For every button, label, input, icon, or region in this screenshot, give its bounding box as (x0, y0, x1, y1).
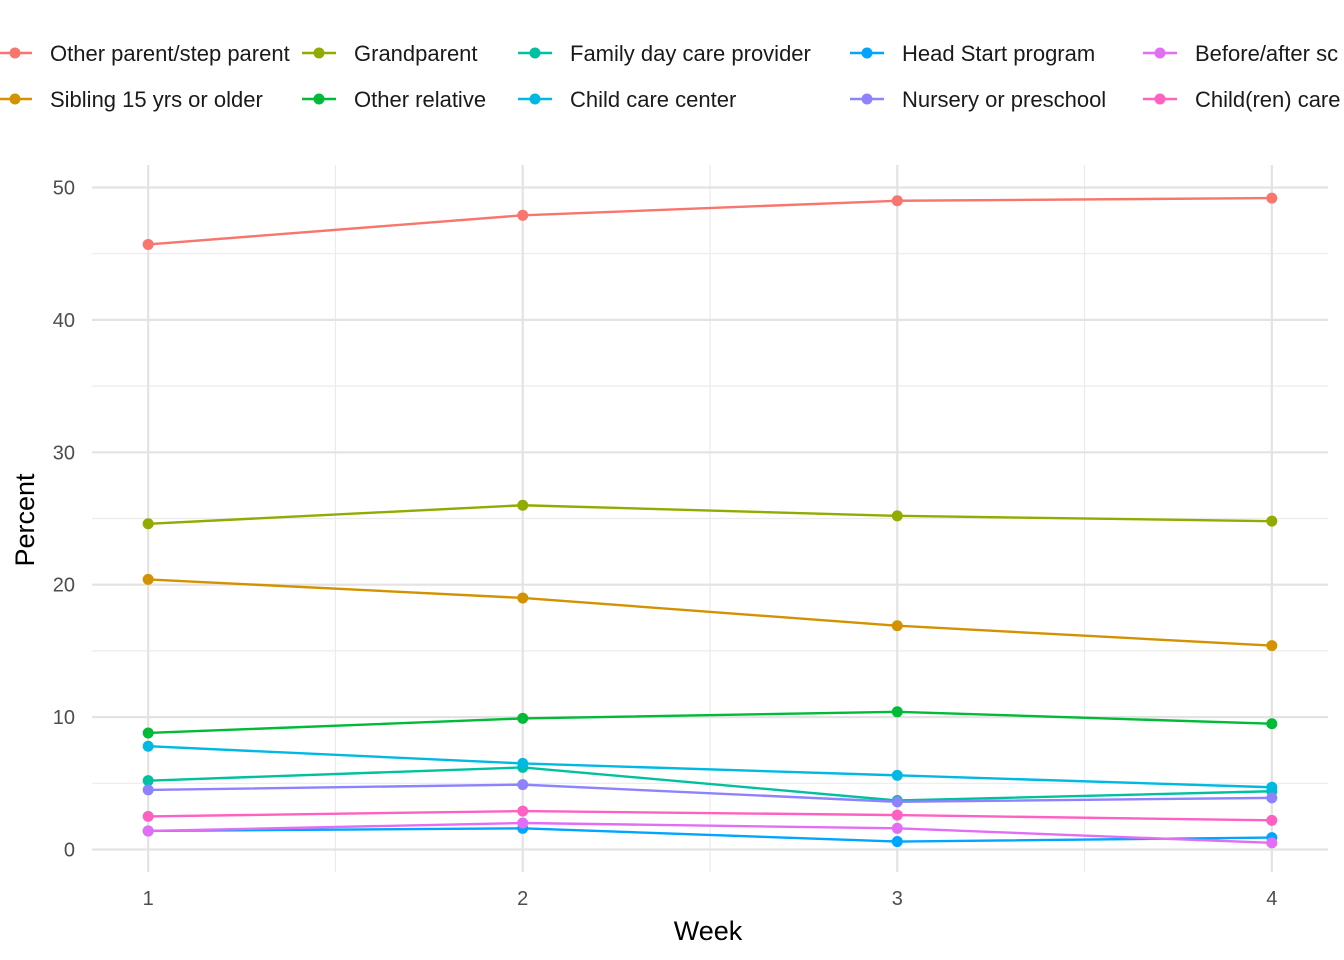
x-tick-label: 3 (892, 888, 903, 910)
data-point (142, 573, 154, 585)
x-tick-label: 2 (517, 888, 528, 910)
data-point (1266, 837, 1278, 849)
legend-key-point (9, 47, 21, 59)
data-point (517, 779, 529, 791)
data-point (891, 510, 903, 522)
data-point (1266, 781, 1278, 793)
data-point (517, 209, 529, 221)
data-point (891, 822, 903, 834)
series (142, 706, 1278, 739)
y-axis-title: Percent (10, 473, 40, 567)
series (142, 779, 1278, 808)
data-point (891, 809, 903, 821)
data-point (1266, 515, 1278, 527)
data-point (142, 775, 154, 787)
series (142, 740, 1278, 793)
legend-label: Other parent/step parent (50, 41, 290, 66)
data-point (142, 238, 154, 250)
legend-label: Other relative (354, 87, 486, 112)
y-tick-label: 0 (64, 839, 75, 861)
series-line (148, 710, 1272, 735)
data-point (1266, 814, 1278, 826)
series-line (148, 821, 1272, 845)
series-line (148, 578, 1272, 647)
series (142, 805, 1278, 826)
data-point (891, 706, 903, 718)
legend-label: Nursery or preschool (902, 87, 1106, 112)
data-point (517, 592, 529, 604)
series (142, 817, 1278, 849)
data-point (142, 810, 154, 822)
series-line (148, 504, 1272, 525)
series-line (148, 745, 1272, 789)
x-tick-label: 4 (1266, 888, 1277, 910)
legend-key-point (9, 93, 21, 105)
y-tick-label: 50 (53, 178, 75, 200)
legend-item: Child care center (518, 87, 736, 112)
legend-key-point (861, 47, 873, 59)
series-line (148, 766, 1272, 802)
y-axis-ticks: 0 10 20 30 40 50 (53, 178, 75, 862)
data-point (891, 195, 903, 207)
series-layer (142, 192, 1278, 849)
legend-item: Before/after sc (1143, 41, 1338, 66)
series-line (148, 196, 1272, 246)
series (142, 192, 1278, 250)
series-line (148, 827, 1272, 843)
legend-item: Head Start program (850, 41, 1095, 66)
x-tick-label: 1 (143, 888, 154, 910)
data-point (1266, 192, 1278, 204)
legend-item: Family day care provider (518, 41, 811, 66)
data-point (517, 805, 529, 817)
legend-key-point (861, 93, 873, 105)
legend-label: Grandparent (354, 41, 478, 66)
y-tick-label: 20 (53, 575, 75, 597)
legend-item: Child(ren) care (1143, 87, 1341, 112)
data-point (142, 518, 154, 530)
series-line (148, 809, 1272, 822)
legend-item: Nursery or preschool (850, 87, 1106, 112)
legend: Other parent/step parent Sibling 15 yrs o… (0, 41, 1341, 112)
legend-label: Child care center (570, 87, 736, 112)
y-tick-label: 40 (53, 310, 75, 332)
y-tick-label: 30 (53, 442, 75, 464)
legend-item: Sibling 15 yrs or older (0, 87, 263, 112)
data-point (142, 784, 154, 796)
legend-label: Family day care provider (570, 41, 811, 66)
data-point (891, 836, 903, 848)
data-point (1266, 792, 1278, 804)
legend-label: Before/after sc (1195, 41, 1338, 66)
data-point (1266, 640, 1278, 652)
legend-label: Head Start program (902, 41, 1095, 66)
legend-key-point (1154, 93, 1166, 105)
data-point (1266, 718, 1278, 730)
legend-key-point (313, 47, 325, 59)
data-point (517, 817, 529, 829)
legend-item: Other parent/step parent (0, 41, 290, 66)
data-point (891, 620, 903, 632)
x-axis-title: Week (674, 916, 743, 946)
y-tick-label: 10 (53, 707, 75, 729)
legend-label: Child(ren) care (1195, 87, 1341, 112)
legend-item: Other relative (302, 87, 486, 112)
data-point (142, 727, 154, 739)
legend-key-point (313, 93, 325, 105)
data-point (517, 499, 529, 511)
legend-key-point (529, 47, 541, 59)
data-point (517, 712, 529, 724)
legend-item: Grandparent (302, 41, 478, 66)
data-point (142, 825, 154, 837)
legend-key-point (529, 93, 541, 105)
data-point (891, 796, 903, 808)
legend-key-point (1154, 47, 1166, 59)
series-line (148, 783, 1272, 804)
series (142, 573, 1278, 652)
legend-label: Sibling 15 yrs or older (50, 87, 263, 112)
x-axis-ticks: 1 2 3 4 (143, 888, 1278, 910)
series (142, 499, 1278, 530)
data-point (517, 757, 529, 769)
data-point (891, 769, 903, 781)
data-point (142, 740, 154, 752)
